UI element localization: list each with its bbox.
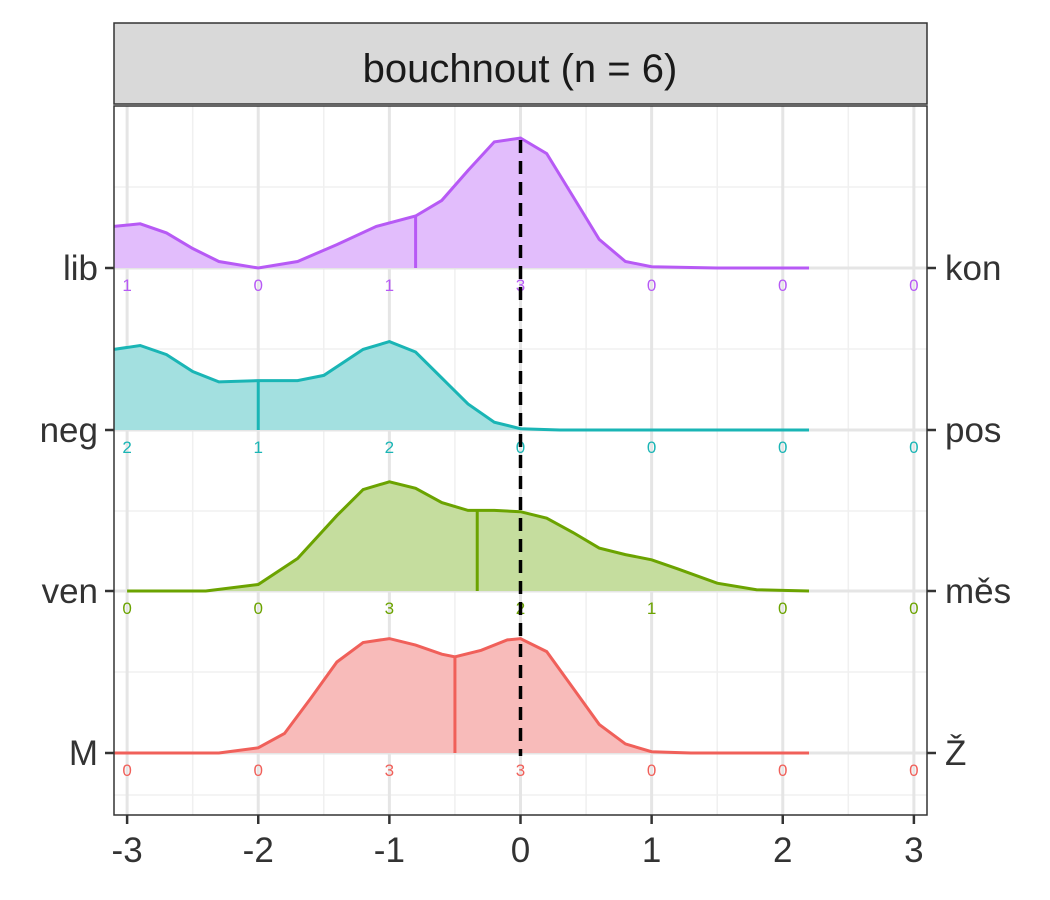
count-label: 2 (122, 438, 131, 457)
density-curve (113, 340, 809, 432)
count-label: 0 (778, 761, 787, 780)
x-tick-label: -2 (243, 831, 274, 870)
count-label: 1 (122, 276, 131, 295)
count-label: 0 (909, 599, 918, 618)
count-label: 0 (778, 276, 787, 295)
density-area (114, 638, 809, 753)
count-label: 0 (516, 438, 525, 457)
y-tick-label-right: Ž (945, 734, 966, 773)
panel-strip (113, 22, 928, 105)
x-tick-label: 1 (642, 831, 661, 870)
count-label: 0 (909, 761, 918, 780)
axes: -3 -2 -1 0 1 2 3 lib kon neg pos ven měs M Ž (40, 249, 1012, 870)
y-tick-label-left: lib (63, 249, 98, 288)
count-label: 2 (385, 438, 394, 457)
count-label: 3 (516, 276, 525, 295)
density-ridges (113, 136, 810, 755)
density-area (114, 341, 809, 430)
x-tick-label: -3 (112, 831, 143, 870)
count-label: 0 (254, 599, 263, 618)
count-label: 0 (254, 276, 263, 295)
count-label: 3 (516, 761, 525, 780)
density-curve (127, 480, 810, 593)
density-area (127, 481, 810, 591)
count-label: 3 (385, 761, 394, 780)
count-label: 0 (122, 599, 131, 618)
count-label: 0 (778, 599, 787, 618)
density-area (114, 138, 809, 268)
count-label: 1 (385, 276, 394, 295)
y-tick-label-right: pos (945, 411, 1001, 450)
density-curve (113, 136, 809, 270)
count-label: 0 (647, 276, 656, 295)
x-tick-label: 2 (773, 831, 792, 870)
y-tick-label-left: M (69, 734, 98, 773)
x-tick-label: 0 (511, 831, 530, 870)
panel-title: bouchnout (n = 6) (363, 47, 678, 91)
count-label: 1 (254, 438, 263, 457)
count-label: 0 (778, 438, 787, 457)
count-label: 1 (647, 599, 656, 618)
y-tick-label-left: neg (40, 411, 98, 450)
y-tick-label-right: kon (945, 249, 1001, 288)
count-label: 0 (122, 761, 131, 780)
count-label: 3 (385, 599, 394, 618)
count-label: 0 (254, 761, 263, 780)
x-tick-label: -1 (374, 831, 405, 870)
x-tick-label: 3 (904, 831, 923, 870)
count-label: 0 (909, 276, 918, 295)
count-label: 0 (647, 761, 656, 780)
y-tick-label-right: měs (945, 572, 1011, 611)
count-label: 0 (647, 438, 656, 457)
y-tick-label-left: ven (42, 572, 98, 611)
count-label: 0 (909, 438, 918, 457)
